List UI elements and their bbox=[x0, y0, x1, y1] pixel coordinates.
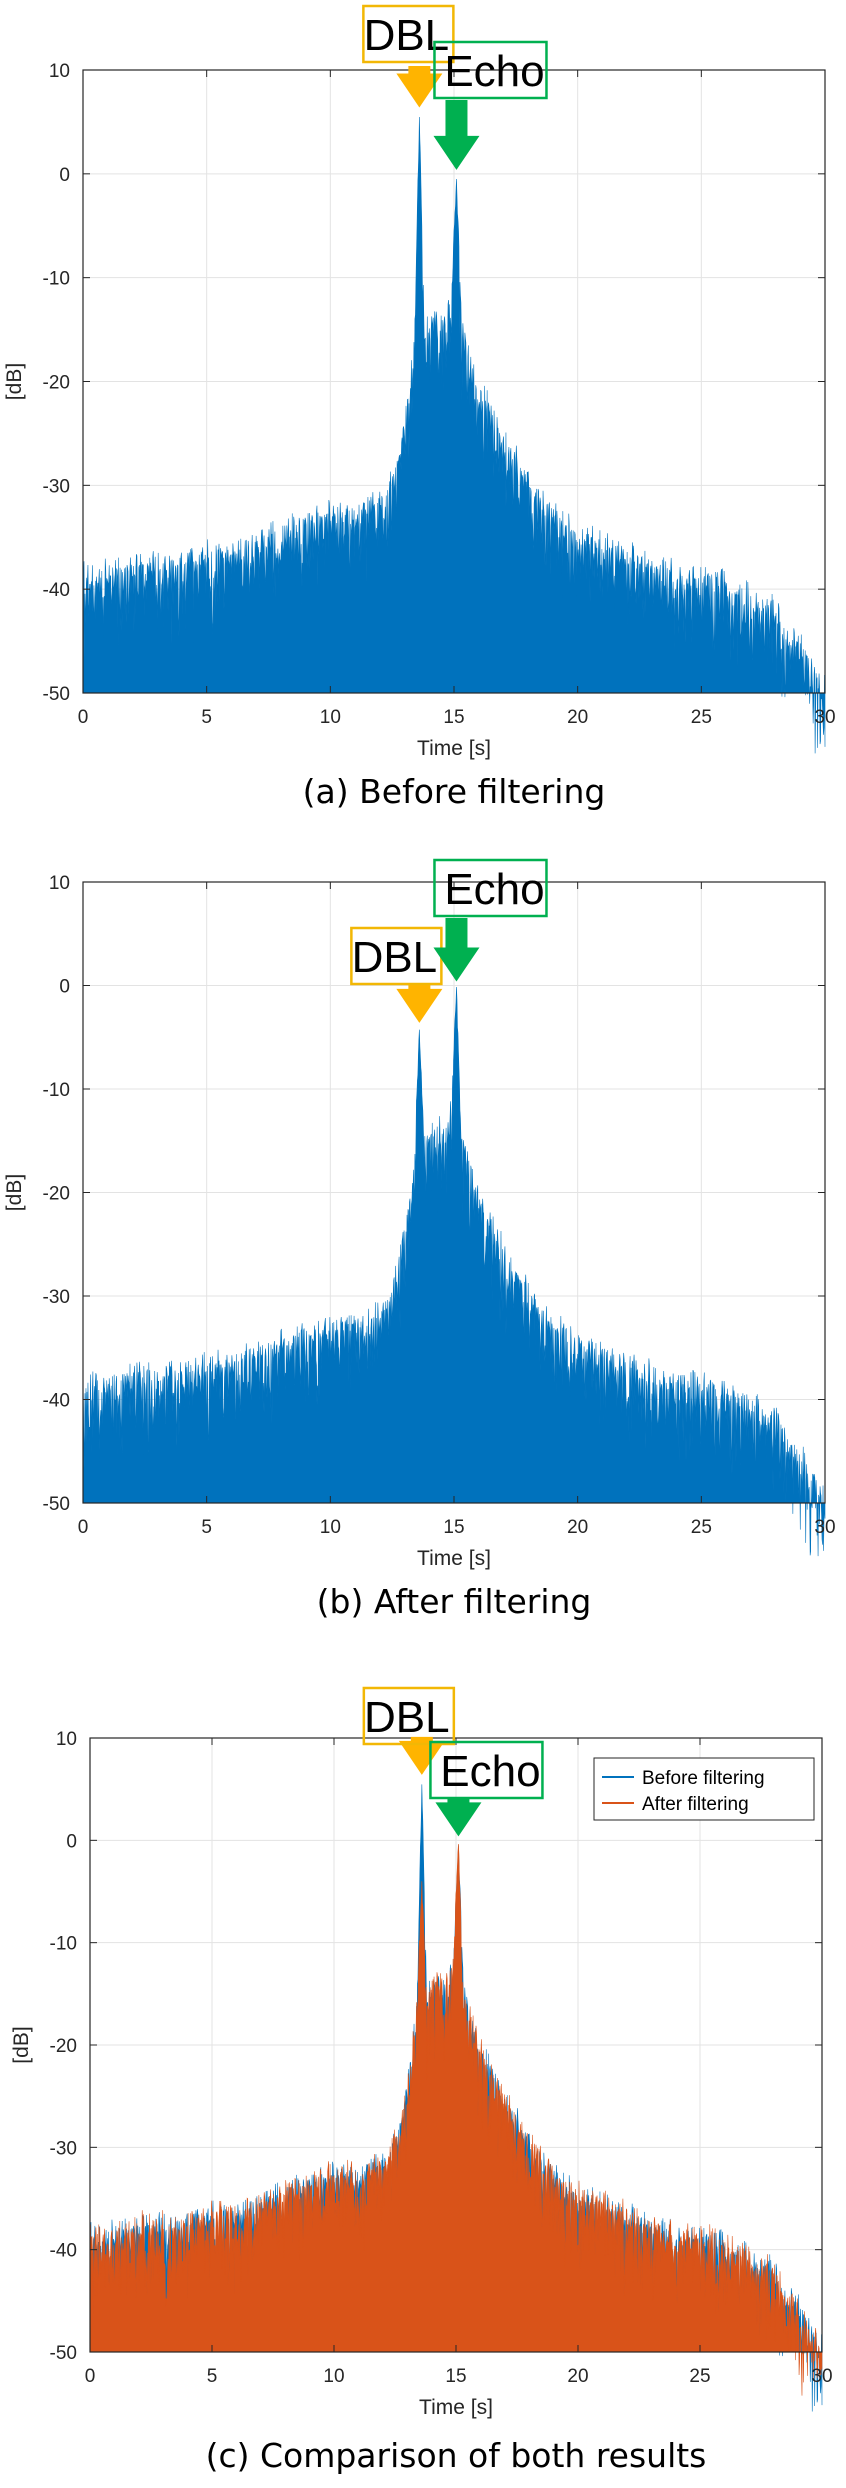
x-tick-label: 0 bbox=[78, 707, 89, 728]
x-axis-label: Time [s] bbox=[417, 1547, 491, 1570]
dbl-label: DBL bbox=[352, 933, 438, 982]
x-tick-label: 0 bbox=[78, 1517, 89, 1538]
dbl-label: DBL bbox=[364, 1693, 450, 1742]
y-tick-label: -10 bbox=[43, 1080, 70, 1101]
x-tick-label: 15 bbox=[443, 707, 464, 728]
y-tick-label: -20 bbox=[43, 373, 70, 394]
y-axis-label: [dB] bbox=[10, 2026, 33, 2063]
echo-label: Echo bbox=[440, 1747, 540, 1796]
legend-label-0: Before filtering bbox=[642, 1768, 765, 1789]
y-tick-label: -50 bbox=[43, 684, 70, 705]
x-tick-label: 30 bbox=[811, 2366, 832, 2387]
echo-label-box bbox=[433, 40, 548, 100]
chart-panel-0: 0 5 10 15 20 25 30 10 0 -10 -20 -30 -40 -50 Time [s] [d… bbox=[3, 4, 836, 811]
y-tick-label: 0 bbox=[59, 165, 70, 186]
x-tick-label: 25 bbox=[689, 2366, 710, 2387]
y-tick-label: -20 bbox=[50, 2036, 77, 2057]
x-tick-label: 25 bbox=[691, 707, 712, 728]
dbl-label: DBL bbox=[364, 11, 450, 60]
panel-caption: (b) After filtering bbox=[317, 1582, 592, 1621]
dbl-annotation: DBL bbox=[362, 4, 455, 108]
y-tick-label: -30 bbox=[43, 476, 70, 497]
panel-caption: (a) Before filtering bbox=[303, 772, 606, 811]
y-tick-label: 10 bbox=[49, 61, 70, 82]
y-tick-label: -40 bbox=[50, 2241, 77, 2262]
chart-panel-1: 0 5 10 15 20 25 30 10 0 -10 -20 -30 -40 -50 Time [s] [d… bbox=[3, 858, 836, 1621]
dbl-label-box bbox=[362, 4, 455, 64]
echo-arrow bbox=[433, 918, 480, 982]
x-tick-label: 20 bbox=[567, 2366, 588, 2387]
signal-area bbox=[82, 117, 826, 754]
echo-label-box bbox=[429, 1740, 544, 1800]
dbl-arrow bbox=[396, 984, 443, 1023]
echo-arrow bbox=[435, 1798, 482, 1837]
legend-box bbox=[593, 1757, 815, 1821]
x-tick-label: 5 bbox=[207, 2366, 218, 2387]
legend: Before filtering After filtering bbox=[593, 1757, 815, 1821]
dbl-arrow bbox=[398, 1736, 445, 1775]
echo-label: Echo bbox=[444, 865, 544, 914]
x-tick-label: 0 bbox=[85, 2366, 96, 2387]
echo-arrow bbox=[433, 100, 480, 170]
x-tick-label: 15 bbox=[445, 2366, 466, 2387]
y-tick-label: 10 bbox=[56, 1729, 77, 1750]
y-axis-label: [dB] bbox=[3, 363, 26, 400]
y-tick-label: 0 bbox=[66, 1831, 77, 1852]
echo-label-box bbox=[433, 858, 548, 918]
y-tick-label: -50 bbox=[50, 2343, 77, 2364]
y-tick-label: -50 bbox=[43, 1494, 70, 1515]
echo-label: Echo bbox=[444, 47, 544, 96]
x-tick-label: 30 bbox=[814, 707, 835, 728]
dbl-arrow bbox=[396, 66, 443, 108]
y-tick-label: -10 bbox=[50, 1934, 77, 1955]
y-tick-label: -30 bbox=[43, 1287, 70, 1308]
x-tick-label: 5 bbox=[201, 707, 212, 728]
x-tick-label: 15 bbox=[443, 1517, 464, 1538]
x-tick-label: 30 bbox=[814, 1517, 835, 1538]
y-tick-label: -10 bbox=[43, 269, 70, 290]
legend-label-1: After filtering bbox=[642, 1794, 749, 1815]
x-tick-label: 5 bbox=[201, 1517, 212, 1538]
x-tick-label: 10 bbox=[320, 1517, 341, 1538]
chart-panel-2: 0 5 10 15 20 25 30 10 0 -10 -20 -30 -40 -50 Time [s] [d… bbox=[10, 1686, 833, 2475]
dbl-label-box bbox=[362, 1686, 456, 1746]
echo-annotation: Echo bbox=[429, 1740, 544, 1837]
x-axis-label: Time [s] bbox=[419, 2396, 493, 2419]
y-tick-label: -40 bbox=[43, 580, 70, 601]
x-tick-label: 10 bbox=[320, 707, 341, 728]
x-tick-label: 25 bbox=[691, 1517, 712, 1538]
x-axis-label: Time [s] bbox=[417, 737, 491, 760]
dbl-annotation: DBL bbox=[362, 1686, 456, 1775]
x-tick-label: 10 bbox=[323, 2366, 344, 2387]
x-tick-label: 20 bbox=[567, 1517, 588, 1538]
panel-caption: (c) Comparison of both results bbox=[206, 2436, 707, 2475]
y-tick-label: -20 bbox=[43, 1184, 70, 1205]
y-axis-label: [dB] bbox=[3, 1174, 26, 1211]
signal-area bbox=[82, 987, 826, 1557]
echo-annotation: Echo bbox=[433, 40, 548, 170]
y-tick-label: 10 bbox=[49, 873, 70, 894]
y-tick-label: -40 bbox=[43, 1391, 70, 1412]
y-tick-label: -30 bbox=[50, 2138, 77, 2159]
series-area-1 bbox=[89, 1844, 823, 2396]
x-tick-label: 20 bbox=[567, 707, 588, 728]
y-tick-label: 0 bbox=[59, 977, 70, 998]
dbl-annotation: DBL bbox=[350, 926, 443, 1023]
echo-annotation: Echo bbox=[433, 858, 548, 982]
